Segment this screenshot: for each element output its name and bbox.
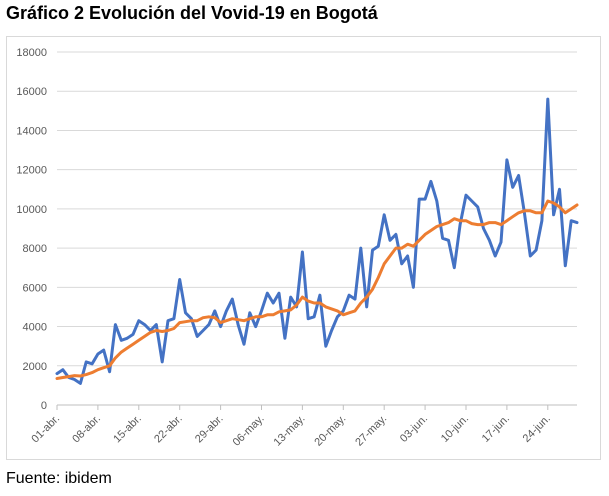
x-tick-label: 01-abr.	[29, 413, 62, 446]
y-tick-label: 4000	[23, 322, 47, 334]
x-tick-label: 06-may.	[231, 413, 267, 449]
x-tick-label: 24-jun.	[521, 413, 553, 445]
y-tick-label: 12000	[16, 165, 47, 177]
x-tick-label: 17-jun.	[480, 413, 512, 445]
y-tick-label: 18000	[16, 47, 47, 59]
y-tick-label: 6000	[23, 282, 47, 294]
series-line-average	[55, 199, 579, 380]
x-tick-label: 20-may.	[312, 413, 348, 449]
y-tick-label: 10000	[16, 204, 47, 216]
y-tick-label: 2000	[23, 361, 47, 373]
x-tick-label: 29-abr.	[193, 413, 226, 446]
y-tick-label: 16000	[16, 86, 47, 98]
y-tick-label: 8000	[23, 243, 47, 255]
y-tick-label: 14000	[16, 125, 47, 137]
chart-title: Gráfico 2 Evolución del Vovid-19 en Bogo…	[6, 3, 378, 23]
x-tick-label: 27-may.	[353, 413, 389, 449]
chart-plot: 0 2000 4000 6000 8000 10000 12000 14000 16000 180…	[16, 47, 579, 449]
x-tick-label: 03-jun.	[398, 413, 430, 445]
x-tick-label: 22-abr.	[152, 413, 185, 446]
x-tick-label: 08-abr.	[70, 413, 103, 446]
source-note: Fuente: ibidem	[6, 470, 112, 487]
x-tick-label: 13-may.	[272, 413, 308, 449]
series-line-daily	[55, 97, 579, 385]
y-tick-label: 0	[41, 400, 47, 412]
x-tick-label: 15-abr.	[111, 413, 144, 446]
x-tick-label: 10-jun.	[439, 413, 471, 445]
chart-frame	[6, 36, 601, 460]
